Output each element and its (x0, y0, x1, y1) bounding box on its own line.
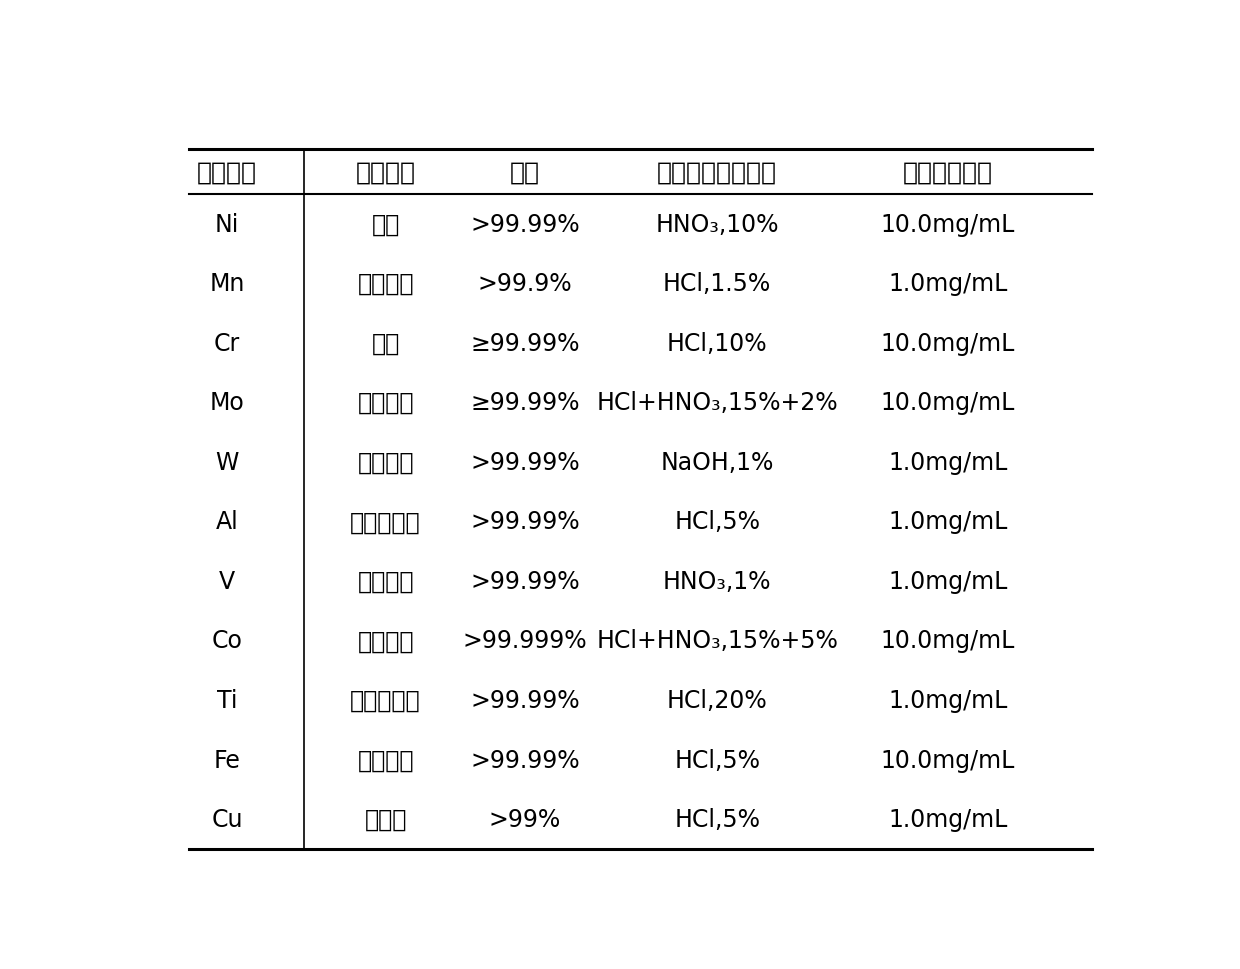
Text: 所用酸及最终浓度: 所用酸及最终浓度 (657, 160, 777, 184)
Text: HCl,5%: HCl,5% (675, 748, 760, 771)
Text: Mn: Mn (210, 272, 244, 296)
Text: 10.0mg/mL: 10.0mg/mL (880, 212, 1016, 236)
Text: 10.0mg/mL: 10.0mg/mL (880, 391, 1016, 415)
Text: >99.99%: >99.99% (470, 688, 580, 712)
Text: 1.0mg/mL: 1.0mg/mL (888, 451, 1008, 474)
Text: 标准溶液浓度: 标准溶液浓度 (903, 160, 993, 184)
Text: 铬粉: 铬粉 (372, 331, 399, 356)
Text: 纯度: 纯度 (510, 160, 539, 184)
Text: >99%: >99% (489, 807, 562, 831)
Text: 纯镍: 纯镍 (372, 212, 399, 236)
Text: HNO₃,10%: HNO₃,10% (656, 212, 779, 236)
Text: Fe: Fe (213, 748, 241, 771)
Text: >99.99%: >99.99% (470, 570, 580, 593)
Text: Mo: Mo (210, 391, 244, 415)
Text: 高纯金属铝: 高纯金属铝 (351, 510, 420, 534)
Text: ≥99.99%: ≥99.99% (470, 331, 580, 356)
Text: HCl,10%: HCl,10% (667, 331, 768, 356)
Text: HCl+HNO₃,15%+2%: HCl+HNO₃,15%+2% (596, 391, 838, 415)
Text: NaOH,1%: NaOH,1% (661, 451, 774, 474)
Text: HCl,5%: HCl,5% (675, 807, 760, 831)
Text: HCl+HNO₃,15%+5%: HCl+HNO₃,15%+5% (596, 629, 838, 653)
Text: HCl,5%: HCl,5% (675, 510, 760, 534)
Text: >99.9%: >99.9% (477, 272, 573, 296)
Text: 高纯铁粉: 高纯铁粉 (357, 748, 414, 771)
Text: 10.0mg/mL: 10.0mg/mL (880, 748, 1016, 771)
Text: 基准物质: 基准物质 (356, 160, 415, 184)
Text: Cu: Cu (211, 807, 243, 831)
Text: HNO₃,1%: HNO₃,1% (663, 570, 771, 593)
Text: 1.0mg/mL: 1.0mg/mL (888, 272, 1008, 296)
Text: 10.0mg/mL: 10.0mg/mL (880, 331, 1016, 356)
Text: Cr: Cr (215, 331, 241, 356)
Text: 纯金属锰: 纯金属锰 (357, 272, 414, 296)
Text: 10.0mg/mL: 10.0mg/mL (880, 629, 1016, 653)
Text: HCl,20%: HCl,20% (667, 688, 768, 712)
Text: V: V (219, 570, 236, 593)
Text: 1.0mg/mL: 1.0mg/mL (888, 570, 1008, 593)
Text: 三氧化钨: 三氧化钨 (357, 451, 414, 474)
Text: Ti: Ti (217, 688, 237, 712)
Text: HCl,1.5%: HCl,1.5% (663, 272, 771, 296)
Text: 1.0mg/mL: 1.0mg/mL (888, 510, 1008, 534)
Text: >99.99%: >99.99% (470, 212, 580, 236)
Text: >99.99%: >99.99% (470, 510, 580, 534)
Text: 元素种类: 元素种类 (197, 160, 257, 184)
Text: ≥99.99%: ≥99.99% (470, 391, 580, 415)
Text: 金属铜: 金属铜 (365, 807, 407, 831)
Text: >99.99%: >99.99% (470, 451, 580, 474)
Text: Co: Co (212, 629, 243, 653)
Text: 1.0mg/mL: 1.0mg/mL (888, 688, 1008, 712)
Text: 纯金属钴: 纯金属钴 (357, 629, 414, 653)
Text: 高纯金属钛: 高纯金属钛 (351, 688, 420, 712)
Text: 1.0mg/mL: 1.0mg/mL (888, 807, 1008, 831)
Text: >99.99%: >99.99% (470, 748, 580, 771)
Text: >99.999%: >99.999% (463, 629, 588, 653)
Text: 金属钼粉: 金属钼粉 (357, 391, 414, 415)
Text: W: W (216, 451, 239, 474)
Text: Ni: Ni (215, 212, 239, 236)
Text: Al: Al (216, 510, 238, 534)
Text: 纯金属钒: 纯金属钒 (357, 570, 414, 593)
